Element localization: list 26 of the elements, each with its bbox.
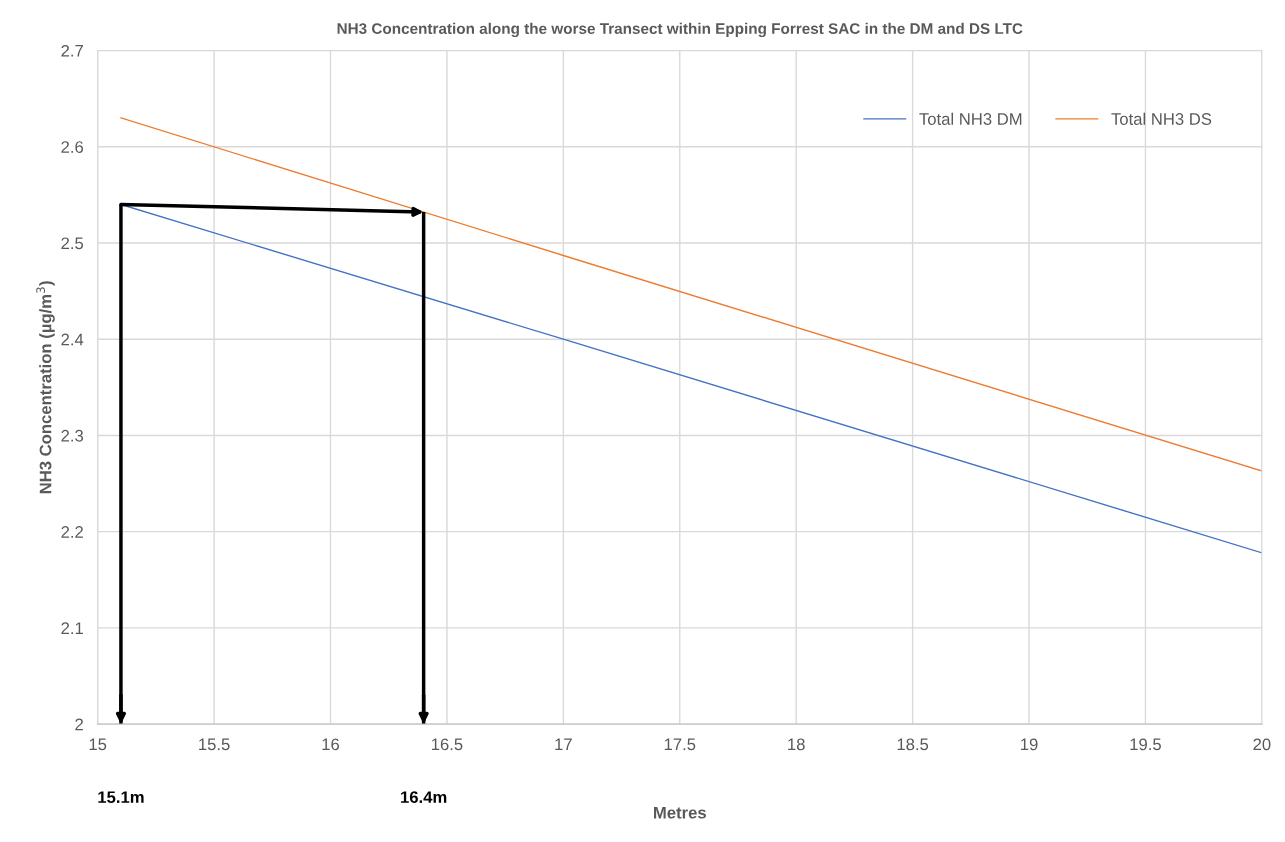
y-tick-label: 2.3 bbox=[61, 429, 84, 442]
x-tick-label: 17 bbox=[555, 738, 572, 751]
y-tick-label: 2.7 bbox=[61, 44, 83, 57]
text: 15.1m bbox=[98, 791, 144, 804]
x-tick-label: 19 bbox=[1021, 738, 1038, 751]
x-tick-label: 20 bbox=[1253, 738, 1271, 751]
x-tick-label: 18 bbox=[788, 738, 805, 751]
x-tick-label: 18.5 bbox=[897, 738, 929, 751]
chart-title: NH3 Concentration along the worse Transect within Epping Forrest SAC in the DM and DS LTC bbox=[337, 22, 1023, 38]
legend-label: Total NH3 DS bbox=[1111, 112, 1212, 125]
y-tick-label: 2.4 bbox=[61, 333, 84, 346]
y-tick-label: 2 bbox=[75, 718, 83, 731]
x-axis-title: Metres bbox=[654, 806, 706, 819]
x-tick-label: 15.5 bbox=[199, 738, 230, 751]
y-tick-label: 2.6 bbox=[61, 141, 84, 153]
y-tick-label: 2.2 bbox=[61, 526, 83, 538]
x-tick-label: 17.5 bbox=[664, 738, 696, 751]
x-tick-label: 16.5 bbox=[431, 738, 463, 751]
legend-label: Total NH3 DM bbox=[919, 112, 1022, 125]
y-tick-label: 2.1 bbox=[61, 622, 83, 634]
x-tick-label: 16 bbox=[322, 738, 340, 751]
x-tick-label: 19.5 bbox=[1130, 738, 1161, 751]
y-axis-title: NH3 Concentration (µg/m$^{3}$) bbox=[36, 281, 55, 494]
x-tick-label: 15 bbox=[89, 738, 107, 751]
text: 16.4m bbox=[401, 791, 447, 804]
y-tick-label: 2.5 bbox=[61, 237, 84, 250]
